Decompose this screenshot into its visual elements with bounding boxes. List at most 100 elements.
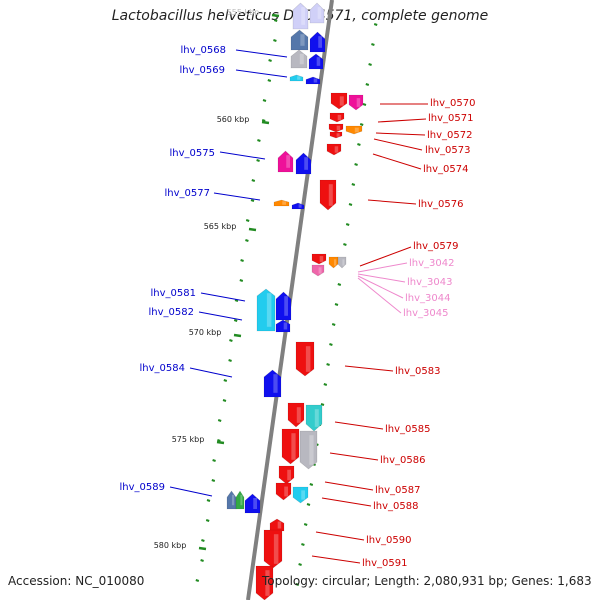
gene-glyph — [278, 465, 295, 485]
gene-glyph-shade — [298, 204, 302, 208]
tick-mark — [348, 203, 353, 206]
tick-mark — [362, 103, 367, 106]
tick-mark — [206, 499, 211, 502]
gene-label: lhv_3042 — [409, 258, 454, 269]
gene-glyph-shade — [253, 497, 257, 510]
gene-glyph-shade — [282, 201, 286, 205]
tick-mark — [256, 159, 260, 162]
tick-mark — [334, 303, 339, 306]
tick-mark — [351, 183, 356, 186]
gene-glyph-shade — [240, 494, 243, 506]
tick-mark — [295, 583, 300, 586]
gene-glyph — [326, 143, 342, 156]
gene-glyph-shade — [313, 78, 318, 83]
kbp-label: 560 kbp — [217, 115, 250, 124]
gene-glyph — [290, 29, 309, 51]
gene-glyph — [277, 150, 294, 173]
tick-mark — [357, 143, 361, 146]
leader-line — [329, 452, 379, 461]
leader-line — [334, 421, 384, 430]
gene-glyph — [263, 529, 283, 569]
gene-label: lhv_0579 — [413, 241, 458, 252]
gene-label: lhv_0574 — [423, 164, 468, 175]
gene-glyph — [299, 430, 318, 470]
kbp-label: 555 kbp — [227, 8, 260, 17]
gene-glyph-shade — [336, 133, 340, 137]
gene-label: lhv_0589 — [120, 482, 165, 493]
gene-glyph — [291, 202, 305, 210]
gene-label: lhv_0590 — [366, 535, 411, 546]
gene-glyph-shade — [287, 469, 291, 481]
gene-glyph — [329, 112, 345, 123]
tick-mark — [261, 119, 266, 122]
tick-mark — [251, 179, 256, 182]
tick-mark — [298, 563, 302, 566]
gene-label: lhv_0591 — [362, 558, 407, 569]
tick-mark — [201, 539, 205, 542]
gene-glyph — [311, 264, 325, 277]
gene-glyph-shade — [339, 96, 344, 106]
tick-mark — [239, 279, 244, 282]
gene-glyph — [256, 288, 276, 332]
gene-glyph-shade — [231, 494, 235, 506]
gene-glyph — [295, 341, 315, 377]
tick-mark — [301, 543, 305, 546]
kbp-ticks: 555 kbp 560 kbp 565 kbp 570 kbp 575 kbp 580 k… — [154, 8, 378, 586]
gene-glyph-shade — [284, 486, 288, 497]
tick-mark — [273, 19, 278, 22]
leader-line — [372, 153, 422, 170]
tick-mark — [368, 63, 372, 66]
kbp-label: 565 kbp — [204, 222, 237, 231]
gene-glyph — [281, 428, 300, 465]
tick-mark — [229, 339, 233, 342]
gene-label: lhv_0568 — [181, 45, 226, 56]
gene-glyph-shade — [286, 155, 290, 168]
tick-mark — [212, 459, 216, 462]
gene-label: lhv_3043 — [407, 277, 452, 288]
tick-mark — [267, 79, 272, 82]
gene-label: lhv_0588 — [373, 501, 418, 512]
leader-line — [377, 118, 427, 123]
tick-mark — [365, 83, 370, 86]
gene-glyph — [269, 518, 285, 532]
gene-glyph — [328, 256, 339, 269]
tick-mark — [250, 199, 255, 202]
gene-glyph — [292, 486, 309, 504]
tick-mark — [309, 483, 314, 486]
gene-glyph-shade — [314, 409, 319, 427]
gene-features — [226, 2, 364, 600]
gene-glyph-shade — [342, 259, 345, 266]
leader-line — [324, 481, 374, 491]
gene-glyph — [292, 2, 309, 30]
tick-mark — [326, 363, 330, 366]
gene-glyph — [275, 482, 292, 501]
gene-glyph-shade — [317, 7, 322, 19]
gene-glyph — [255, 565, 274, 600]
kbp-label: 575 kbp — [172, 435, 205, 444]
kbp-tick — [233, 333, 242, 338]
leader-line — [344, 365, 394, 372]
gene-glyph-shade — [277, 521, 282, 529]
gene-label: lhv_0572 — [427, 130, 472, 141]
gene-glyph — [305, 76, 321, 85]
tick-mark — [245, 219, 250, 222]
gene-labels: lhv_0568 lhv_0569 lhv_0575 lhv_0577 lhv_0581… — [120, 45, 476, 569]
gene-glyph — [235, 490, 245, 510]
accession-text: Accession: NC_010080 — [8, 574, 145, 588]
tick-mark — [222, 399, 227, 402]
gene-glyph-shade — [283, 322, 288, 330]
leader-line — [357, 275, 404, 299]
tick-mark — [329, 343, 333, 346]
kbp-tick — [216, 440, 225, 445]
gene-glyph-shade — [328, 184, 333, 206]
tick-mark — [306, 503, 311, 506]
leader-line — [200, 292, 246, 302]
gene-glyph — [337, 256, 347, 269]
leader-line — [321, 497, 372, 507]
gene-label: lhv_3044 — [405, 293, 450, 304]
leader-line — [373, 138, 423, 151]
tick-mark — [240, 259, 244, 262]
gene-label: lhv_0577 — [165, 188, 210, 199]
topology-text: Topology: circular; Length: 2,080,931 bp… — [262, 574, 592, 588]
gene-glyph-shade — [337, 114, 342, 121]
